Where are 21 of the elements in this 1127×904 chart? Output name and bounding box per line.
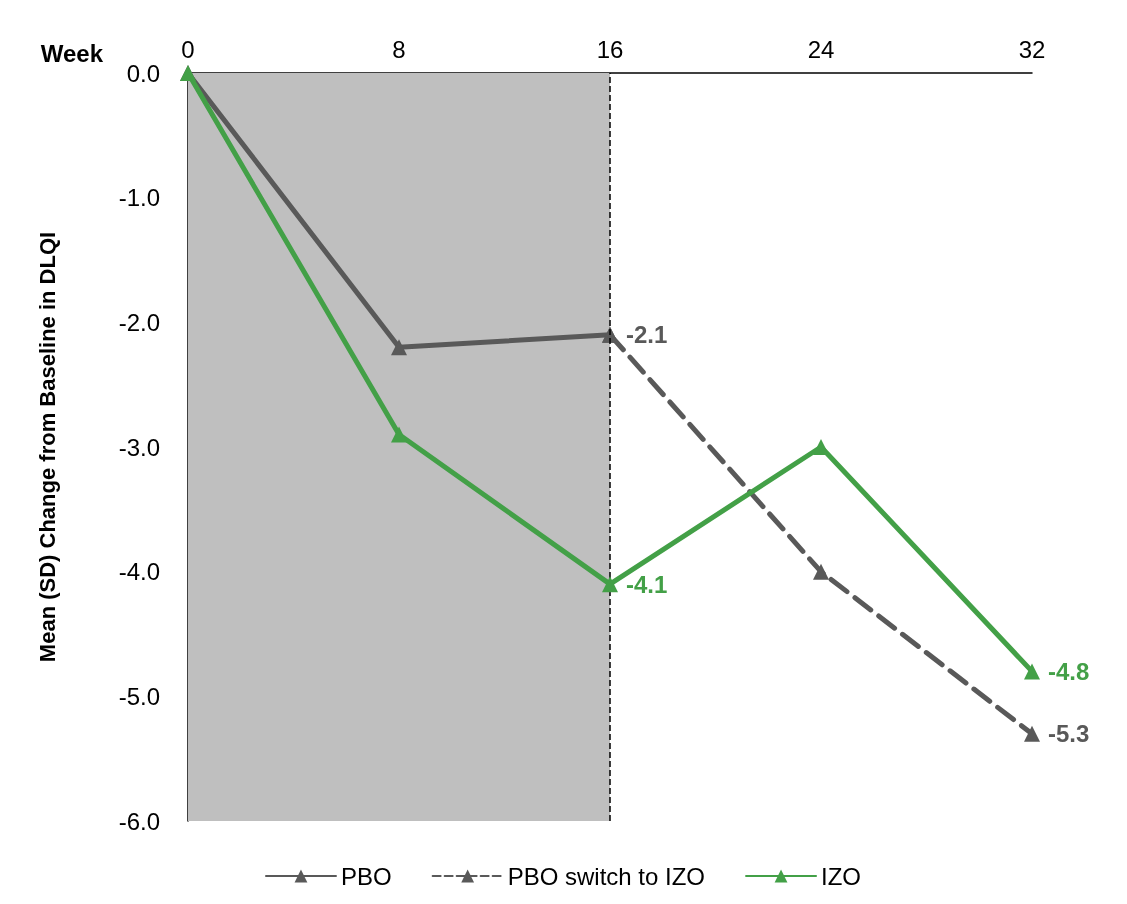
y-tick-label: -5.0 xyxy=(118,682,160,710)
x-tick-label: 32 xyxy=(1018,35,1046,63)
legend-label: IZO xyxy=(821,862,862,890)
data-label: -4.1 xyxy=(626,570,668,598)
data-label: -2.1 xyxy=(626,321,668,349)
y-tick-label: -3.0 xyxy=(118,433,160,461)
y-tick-label: -1.0 xyxy=(118,184,160,212)
x-axis-title: Week xyxy=(40,39,104,67)
x-tick-label: 8 xyxy=(392,35,406,63)
legend-label: PBO switch to IZO xyxy=(507,862,706,890)
y-tick-label: -4.0 xyxy=(118,558,160,586)
y-tick-label: -6.0 xyxy=(118,807,160,835)
y-axis-title: Mean (SD) Change from Baseline in DLQI xyxy=(34,231,60,663)
x-tick-label: 0 xyxy=(181,35,195,63)
y-tick-label: -2.0 xyxy=(118,308,160,336)
y-tick-label: 0.0 xyxy=(126,59,160,87)
data-label: -4.8 xyxy=(1048,657,1090,685)
legend-label: PBO xyxy=(340,862,392,890)
x-tick-label: 24 xyxy=(807,35,835,63)
data-label: -5.3 xyxy=(1048,720,1090,748)
x-tick-label: 16 xyxy=(596,35,624,63)
